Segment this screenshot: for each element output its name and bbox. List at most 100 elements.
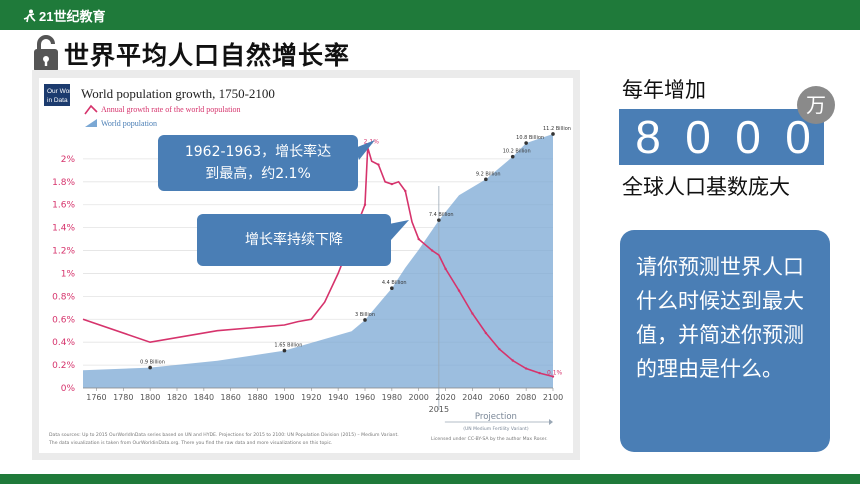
y-tick-label: 1.2% [52,247,75,257]
population-point [148,365,152,370]
x-tick-label: 1940 [328,393,348,402]
population-label: 11.2 Billion [543,126,571,132]
population-point [363,318,367,322]
population-label: 4.4 Billion [382,280,407,286]
projection-sublabel: (UN Medium Fertility Variant) [463,426,529,432]
legend-population-swatch [85,119,97,127]
x-tick-label: 2080 [516,393,536,402]
x-tick-label: 1760 [86,393,106,402]
peak-callout-line2: 到最高，约2.1% [205,166,311,182]
growth-rate-point [404,189,407,193]
end-data-label: 0.1% [547,370,563,377]
y-tick-label: 0.6% [52,315,75,325]
growth-rate-point [551,375,555,378]
x-tick-label: 2060 [489,393,509,402]
y-tick-label: 0.8% [52,292,75,302]
growth-rate-point [538,371,541,375]
logo-text: 21世纪教育 [39,9,106,24]
digit-3: 0 [735,111,761,163]
brand-line1: Our World [47,88,77,95]
growth-rate-point [363,203,367,206]
x-marker-label: 2015 [429,405,449,414]
population-point [551,132,555,136]
y-tick-label: 0.4% [52,338,75,348]
y-tick-label: 0.2% [52,361,75,371]
peak-callout-line1: 1962-1963，增长率达 [184,144,332,160]
population-label: 10.2 Billion [503,149,531,155]
x-tick-label: 1920 [301,393,321,402]
lock-icon [34,35,58,72]
peak-callout-arrow [355,140,375,160]
population-point [390,286,394,291]
population-label: 0.9 Billion [140,360,165,366]
growth-rate-point [498,347,501,351]
y-tick-label: 1% [61,269,76,279]
chart-title: World population growth, 1750-2100 [81,86,275,101]
source-note-2: The data visualization is taken from Our… [48,440,332,446]
growth-rate-point [390,182,394,186]
source-note-1: Data sources: Up to 2015 OurWorldInData … [49,432,399,438]
slide-title: 世界平均人口自然增长率 [64,41,351,70]
bottom-banner [0,474,860,484]
owid-logo [44,84,70,106]
x-tick-label: 1880 [247,393,267,402]
population-growth-chart: Our World in Data World population growt… [44,84,571,446]
question-box: 请你预测世界人口什么时候达到最大值，并简述你预测的理由是什么。 [620,230,830,452]
x-tick-label: 1980 [382,393,402,402]
x-tick-label: 1840 [194,393,214,402]
y-tick-label: 1.6% [52,201,75,211]
peak-callout: 1962-1963，增长率达 到最高，约2.1% [158,135,358,191]
population-point [282,348,287,353]
digit-counter: 8 0 0 0 [619,109,824,165]
digit-2: 0 [685,111,711,163]
growth-rate-point [471,312,474,315]
growth-rate-point [444,267,447,271]
growth-rate-point [377,163,380,166]
population-label: 10.8 Billion [516,135,544,141]
legend-population-label: World population [101,119,157,128]
x-tick-label: 1960 [355,393,375,402]
legend-growth-label: Annual growth rate of the world populati… [101,105,241,114]
growth-rate-point [524,367,528,370]
unit-badge: 万 [797,86,835,124]
x-tick-label: 2020 [435,393,455,402]
x-tick-label: 2000 [409,393,429,402]
runner-icon [23,9,36,23]
license-note: Licensed under CC-BY-SA by the author Ma… [431,436,548,442]
x-tick-label: 2100 [543,393,563,402]
top-banner: 21世纪教育 [0,0,860,30]
x-tick-label: 1820 [167,393,187,402]
population-point [524,141,528,145]
y-tick-label: 0% [61,384,76,394]
population-label: 3 Billion [355,312,375,318]
population-point [484,177,488,182]
population-area [83,134,553,388]
population-label: 1.65 Billion [274,343,302,349]
x-tick-label: 2040 [462,393,482,402]
x-tick-label: 1900 [274,393,294,402]
population-base-label: 全球人口基数庞大 [622,175,790,199]
x-tick-label: 1780 [113,393,133,402]
population-point [510,154,515,159]
projection-arrow-head [549,419,553,425]
digit-1: 8 [635,111,661,163]
site-logo: 21世纪教育 [22,6,105,25]
x-tick-label: 1800 [140,393,160,402]
growth-rate-point [417,237,420,241]
growth-rate-point [511,359,514,362]
annual-increase-label: 每年增加 [622,78,706,102]
y-tick-label: 2% [61,155,76,165]
population-label: 9.2 Billion [476,171,501,177]
growth-rate-point [430,249,434,252]
decline-callout: 增长率持续下降 [197,214,391,266]
y-tick-label: 1.4% [52,224,75,234]
decline-callout-arrow [389,220,409,240]
legend-growth-swatch [84,104,98,115]
brand-line2: in Data [47,97,68,104]
growth-rate-point [457,289,461,292]
population-label: 7.4 Billion [429,212,454,218]
y-tick-label: 1.8% [52,178,75,188]
projection-label: Projection [475,412,517,422]
growth-rate-point [484,331,488,335]
x-tick-label: 1860 [221,393,241,402]
